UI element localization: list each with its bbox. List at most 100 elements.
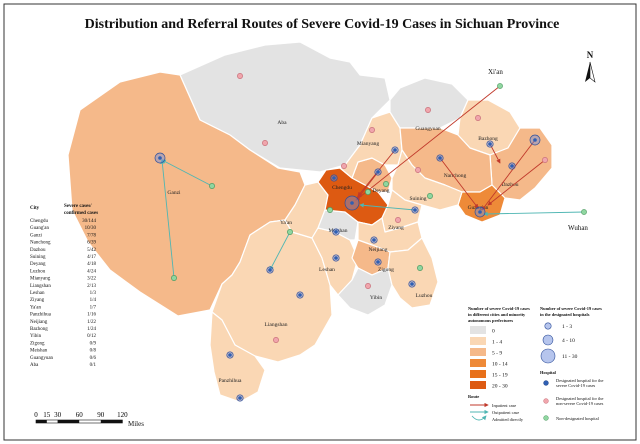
designated-hospital-dot — [376, 260, 380, 264]
table-cell-cases: 0/1 — [90, 363, 97, 368]
hospitals-layer — [154, 73, 548, 402]
cases-table: City Severe cases/ confirmed cases Cheng… — [30, 204, 98, 368]
table-cell-cases: 30/144 — [82, 219, 96, 224]
route-mianyang-chengdu — [357, 149, 396, 197]
table-cell-cases: 3/22 — [87, 277, 96, 282]
class-swatch — [470, 348, 486, 356]
route-yaan-local — [269, 231, 291, 271]
table-cell-cases: 1/7 — [90, 305, 97, 310]
legend-designated-1: Designated hospital for the — [556, 378, 603, 383]
table-cell-cases: 1/16 — [87, 313, 96, 318]
legend-classes-title-2: in different cities and minority — [468, 312, 526, 317]
designated-hospital-dot — [158, 156, 162, 160]
region-label-meishan: Meishan — [329, 228, 348, 234]
region-label-deyang: Deyang — [372, 188, 389, 194]
scale-bar-segment — [57, 420, 80, 423]
region-label-suining: Suining — [409, 196, 426, 202]
hospital-marker — [287, 229, 293, 235]
hospital-marker — [171, 275, 177, 281]
xian-label: Xi'an — [488, 68, 503, 76]
external-cities: Xi'an Wuhan — [488, 68, 588, 232]
region-panzhihua — [209, 311, 266, 403]
admitted-route-icon — [471, 415, 487, 421]
table-cell-cases: 2/13 — [87, 284, 96, 289]
route-wuhan-guangan — [483, 211, 585, 217]
hospital-marker — [427, 193, 433, 199]
designated-hospital-dot — [510, 164, 514, 168]
region-label-chengdu: Chengdu — [332, 185, 352, 191]
class-swatch — [470, 359, 486, 367]
size-swatch — [544, 322, 552, 330]
scale-tick-label: 120 — [117, 411, 128, 419]
table-cell-city: Luzhou — [30, 269, 46, 274]
designated-hospital-dot — [334, 256, 338, 260]
table-cell-city: Ya'an — [30, 305, 41, 310]
designated-hospital-dot — [238, 396, 242, 400]
designated-hospital-dot — [334, 230, 338, 234]
class-swatches: 0 1 - 4 5 - 9 10 - 14 15 - 19 20 - 30 — [470, 326, 508, 390]
designated-hospital-dot — [478, 210, 482, 214]
north-arrow-icon: N — [585, 50, 596, 83]
table-cell-cases: 1/22 — [87, 320, 96, 325]
hospital-marker — [383, 181, 389, 187]
wuhan-label: Wuhan — [568, 224, 588, 232]
region-label-panzhihua: Panzhihua — [219, 378, 242, 384]
legend-hospital-size: Number of severe Covid-19 cases in the d… — [540, 306, 602, 364]
hospital-marker — [209, 183, 215, 189]
region-label-luzhou: Luzhou — [416, 293, 433, 299]
table-cell-city: Meishan — [30, 349, 48, 354]
designated-hospital-dot — [413, 208, 417, 212]
route-nanchong-guangan — [439, 157, 479, 209]
table-cell-city: Ganzi — [30, 233, 43, 238]
table-cell-city: Bazhong — [30, 327, 48, 332]
table-cell-cases: 10/30 — [85, 226, 97, 231]
table-cell-city: Dazhou — [30, 248, 46, 253]
table-cell-cases: 4/17 — [87, 255, 96, 260]
regions-layer — [67, 41, 553, 403]
hospital-marker — [341, 163, 347, 169]
region-label-neijiang: Neijiang — [369, 247, 388, 253]
table-cell-cases: 5/42 — [87, 248, 96, 253]
class-swatch — [470, 370, 486, 378]
class-swatch — [470, 326, 486, 334]
designated-hospital-dot — [393, 148, 397, 152]
class-swatch-label: 0 — [492, 329, 495, 335]
legend-hospital-title: Hospital — [540, 370, 557, 375]
legend-classes: Number of severe Covid-19 cases in diffe… — [468, 306, 530, 390]
region-label-ziyang: Ziyang — [388, 225, 404, 231]
hospital-marker — [475, 115, 481, 121]
table-cell-cases: 0/9 — [90, 341, 97, 346]
legend-nondesignated: Non-designated hospital — [556, 416, 600, 421]
designated-hospital-dot — [533, 138, 537, 142]
map-title: Distribution and Referral Routes of Seve… — [85, 17, 560, 32]
region-label-yaan: Ya'an — [280, 220, 292, 226]
size-swatch-label: 4 - 10 — [562, 338, 575, 344]
xian-marker — [497, 83, 503, 89]
table-cell-city: Guang'an — [30, 226, 49, 231]
scale-ticks: 0 15 30 60 90 120 — [34, 411, 128, 424]
region-label-mianyang: Mianyang — [357, 141, 380, 147]
route-bazhong-dazhou — [489, 143, 501, 164]
region-label-yibin: Yibin — [370, 295, 382, 301]
scale-tick-label: 90 — [97, 411, 105, 419]
region-label-leshan: Leshan — [319, 267, 335, 273]
class-swatch-label: 5 - 9 — [492, 351, 502, 357]
size-swatch — [540, 348, 556, 364]
region-label-zigong: Zigong — [378, 267, 394, 273]
routes-layer — [160, 85, 585, 279]
hospital-marker — [237, 73, 243, 79]
table-header-cases-2: confirmed cases — [64, 211, 98, 216]
designated-hospital-dot — [298, 293, 302, 297]
legend-inpatient: Inpatient case — [492, 403, 516, 408]
table-cell-cases: 1/24 — [87, 327, 96, 332]
scale-tick-label: 60 — [76, 411, 84, 419]
table-cell-city: Nanchong — [30, 241, 51, 246]
route-ganzi-local — [161, 159, 213, 187]
region-label-dazhou: Dazhou — [501, 182, 518, 188]
legend-admitted: Admitted directly — [492, 417, 524, 422]
hospital-marker — [425, 107, 431, 113]
hospital-marker — [417, 265, 423, 271]
designated-hospital-icon — [543, 380, 549, 386]
designated-hospital-dot — [488, 142, 492, 146]
